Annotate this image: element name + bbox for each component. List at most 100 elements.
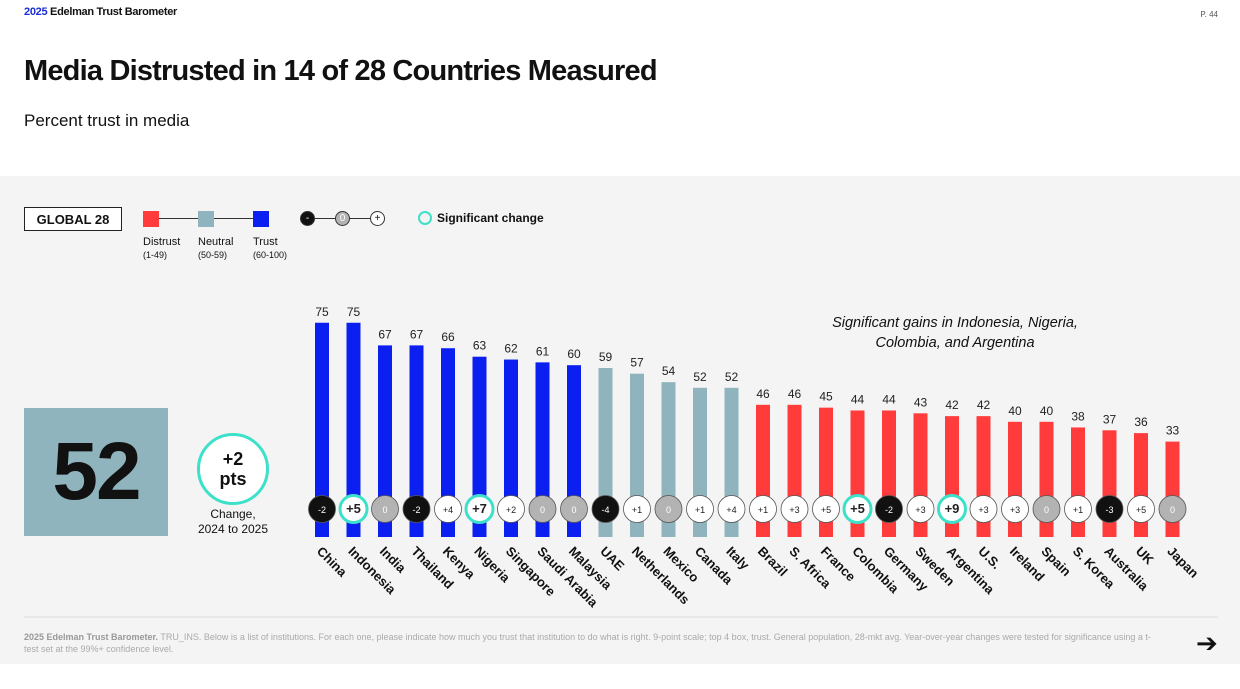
change-label: +3 (915, 505, 925, 515)
change-label: +1 (1073, 505, 1083, 515)
change-circle (623, 495, 651, 523)
bar-uae (598, 368, 613, 537)
value-label: 44 (882, 392, 896, 406)
legend-neutral: Neutral (50-59) (198, 236, 234, 260)
category-label: China (314, 544, 351, 581)
brand-logo: 2025 Edelman Trust Barometer (24, 6, 178, 18)
value-label: 46 (756, 387, 770, 401)
change-circle (1032, 495, 1061, 523)
change-label: -4 (601, 505, 609, 515)
change-label: -3 (1105, 505, 1113, 515)
global-label: GLOBAL 28 (24, 207, 122, 231)
value-label: 52 (693, 370, 707, 384)
change-label: +5 (821, 505, 831, 515)
change-label: +5 (346, 501, 361, 516)
change-circle (875, 495, 903, 523)
global-change-badge: +2 pts (197, 433, 269, 505)
bar-singapore (504, 359, 518, 537)
change-circle (749, 495, 777, 523)
value-label: 42 (977, 398, 991, 412)
legend-decline-dot: - (300, 211, 315, 226)
bar-thailand (409, 345, 424, 537)
category-label: Brazil (755, 544, 791, 580)
global-change-label: Change, 2024 to 2025 (197, 507, 269, 536)
legend-nochange-dot: 0 (335, 211, 350, 226)
value-label: 75 (315, 305, 329, 319)
value-label: 62 (504, 342, 518, 356)
change-circle (560, 495, 588, 523)
change-circle (1001, 495, 1029, 523)
value-label: 33 (1166, 424, 1180, 438)
change-label: 0 (1044, 505, 1049, 515)
footnote: 2025 Edelman Trust Barometer. TRU_INS. B… (24, 632, 1151, 654)
change-label: +2 (506, 505, 516, 515)
value-label: 36 (1134, 415, 1148, 429)
change-label: -2 (885, 505, 893, 515)
change-label: -2 (318, 505, 326, 515)
change-label: -2 (412, 505, 420, 515)
change-circle (308, 495, 336, 523)
change-circle (1127, 495, 1155, 523)
change-circle (686, 495, 714, 523)
change-circle (654, 495, 683, 523)
change-label: +7 (472, 501, 487, 516)
page-title: Media Distrusted in 14 of 28 Countries M… (24, 55, 658, 87)
change-label: +9 (945, 501, 960, 516)
value-label: 59 (599, 350, 613, 364)
significant-change-icon (418, 211, 432, 225)
legend-neutral-swatch (198, 211, 214, 227)
value-label: 52 (725, 370, 739, 384)
value-label: 60 (567, 347, 581, 361)
page-subtitle: Percent trust in media (24, 111, 190, 130)
change-circle (969, 495, 998, 523)
change-circle (812, 495, 840, 523)
legend-trust-swatch (253, 211, 269, 227)
page-number: P. 44 (1200, 10, 1218, 19)
change-circle (464, 494, 495, 524)
bar-china (315, 322, 329, 537)
value-label: 75 (347, 305, 361, 319)
legend-trust: Trust (60-100) (253, 236, 288, 260)
change-label: 0 (571, 505, 576, 515)
value-label: 40 (1040, 404, 1054, 418)
legend-distrust: Distrust (1-49) (143, 236, 181, 260)
change-circle (717, 495, 746, 523)
legend-distrust-swatch (143, 211, 159, 227)
change-circle (1158, 495, 1187, 523)
value-label: 43 (914, 395, 928, 409)
value-label: 38 (1071, 409, 1085, 423)
chart-panel (0, 176, 1240, 664)
category-label: Japan (1164, 544, 1201, 581)
bar-nigeria (472, 356, 487, 537)
change-label: +1 (632, 505, 642, 515)
value-label: 67 (378, 327, 392, 341)
category-label: UK (1133, 544, 1157, 568)
next-arrow-icon[interactable]: ➔ (1196, 628, 1218, 658)
change-circle (371, 495, 399, 523)
bar-indonesia (346, 322, 361, 537)
change-label: +4 (726, 505, 736, 515)
change-circle (906, 495, 935, 523)
value-label: 44 (851, 392, 865, 406)
legend-significant: Significant change (437, 211, 544, 225)
change-label: 0 (382, 505, 387, 515)
value-label: 67 (410, 327, 424, 341)
change-circle (1095, 495, 1124, 523)
value-label: 37 (1103, 412, 1117, 426)
value-label: 42 (945, 398, 959, 412)
value-label: 45 (819, 390, 833, 404)
change-label: 0 (540, 505, 545, 515)
change-circle (591, 495, 620, 523)
change-circle (780, 495, 809, 523)
value-label: 46 (788, 387, 802, 401)
change-circle (338, 494, 369, 524)
value-label: 66 (441, 330, 455, 344)
bar-kenya (441, 348, 455, 537)
change-label: 0 (666, 505, 671, 515)
global-value: 52 (24, 408, 168, 536)
change-label: +3 (1010, 505, 1020, 515)
value-label: 57 (630, 356, 644, 370)
change-circle (937, 494, 967, 524)
value-label: 61 (536, 344, 550, 358)
